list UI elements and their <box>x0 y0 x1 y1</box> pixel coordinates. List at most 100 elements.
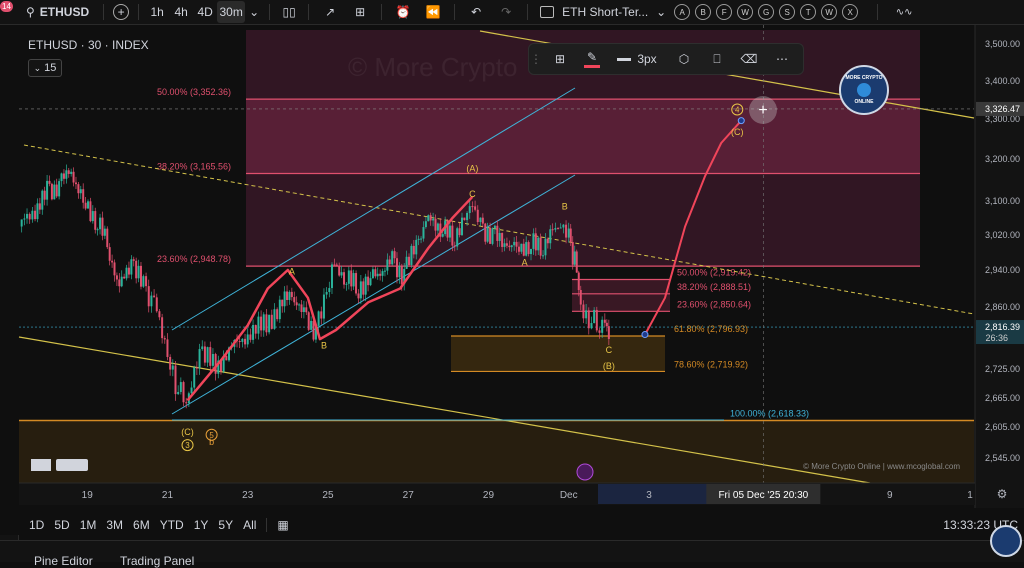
candle-body <box>489 228 492 244</box>
templates-button[interactable]: ⊞ <box>543 44 577 74</box>
quick-button[interactable]: B <box>695 4 712 20</box>
watermark: © More Crypto <box>348 52 518 82</box>
add-symbol-button[interactable]: + <box>110 1 132 23</box>
pine-editor-tab[interactable]: Pine Editor <box>34 554 93 568</box>
settings-button[interactable]: ⬡ <box>667 44 701 74</box>
quick-button[interactable]: W <box>821 4 838 20</box>
fib-label: 38.20% (3,165.56) <box>157 161 231 171</box>
logo-globe-icon <box>857 83 871 97</box>
candle-body <box>174 365 177 395</box>
range-5y[interactable]: 5Y <box>218 518 234 532</box>
grid-icon: ⊞ <box>355 5 366 19</box>
candle-body <box>567 228 570 238</box>
trend-tools-button[interactable]: ∿∿ <box>884 1 924 23</box>
candle-body <box>400 265 403 285</box>
candle-body <box>468 206 471 213</box>
interval-4d[interactable]: 4D <box>193 1 217 23</box>
quick-buttons: A B F W G S T W X <box>668 1 863 23</box>
quick-button[interactable]: F <box>716 4 733 20</box>
layout-name-button[interactable]: ETH Short-Ter... <box>534 1 654 23</box>
candle-body <box>55 184 58 197</box>
price-label-box <box>976 101 1024 116</box>
interval-1h[interactable]: 1h <box>145 1 169 23</box>
menu-area[interactable]: 14 <box>0 1 18 23</box>
candle-body <box>359 281 362 299</box>
symbol-search[interactable]: ⚲ ETHUSD <box>18 1 97 23</box>
range-ytd[interactable]: YTD <box>159 518 184 532</box>
range-5d[interactable]: 5D <box>54 518 70 532</box>
range-bar: 1D 5D 1M 3M 6M YTD 1Y 5Y All ▦ 13:33:23 … <box>19 512 1024 538</box>
candle-body <box>388 259 391 265</box>
candle-body <box>391 251 394 265</box>
candle-body <box>562 224 565 228</box>
candle-body <box>544 238 547 256</box>
candle-body <box>293 297 296 303</box>
footer-credit: © More Crypto Online | www.mcoglobal.com <box>803 462 960 471</box>
candle-body <box>539 237 542 256</box>
candle-body <box>214 353 217 374</box>
candle-body <box>364 276 367 295</box>
redo-button[interactable]: ↷ <box>491 1 521 23</box>
range-3m[interactable]: 3M <box>106 518 124 532</box>
candle-body <box>530 248 533 255</box>
lock-button[interactable]: ⎕ <box>701 44 733 74</box>
interval-30m[interactable]: 30m <box>217 1 246 23</box>
range-6m[interactable]: 6M <box>133 518 150 532</box>
candle-body <box>542 255 545 257</box>
interval-4h[interactable]: 4h <box>169 1 193 23</box>
candle-body <box>142 276 145 287</box>
chart-type-button[interactable]: ▯▯ <box>276 1 302 23</box>
range-1y[interactable]: 1Y <box>193 518 209 532</box>
candle-body <box>381 271 384 276</box>
divider <box>269 4 271 20</box>
candle-body <box>166 339 169 357</box>
candle-body <box>120 276 123 287</box>
candle-body <box>70 171 73 174</box>
calendar-icon[interactable]: ▦ <box>277 518 289 532</box>
candle-body <box>474 206 477 210</box>
quick-button[interactable]: W <box>737 4 754 20</box>
range-1d[interactable]: 1D <box>29 518 45 532</box>
assistant-avatar[interactable] <box>990 525 1022 557</box>
candle-body <box>476 209 479 222</box>
candle-body <box>335 264 338 267</box>
event-marker <box>576 463 594 481</box>
trading-panel-tab[interactable]: Trading Panel <box>120 554 195 568</box>
candle-body <box>590 323 593 329</box>
candle-body <box>398 265 401 278</box>
interval-dropdown[interactable]: ⌄ <box>245 1 263 23</box>
quick-button[interactable]: S <box>779 4 796 20</box>
quick-button[interactable]: G <box>758 4 775 20</box>
wave-label: C <box>469 189 476 199</box>
alert-button[interactable]: ⏰ <box>388 1 418 23</box>
replay-button[interactable]: ⏪ <box>418 1 448 23</box>
quick-button[interactable]: T <box>800 4 817 20</box>
candle-body <box>603 319 606 323</box>
candle-body <box>46 180 49 200</box>
candle-body <box>537 237 540 251</box>
indicators-button[interactable]: ↗ <box>315 1 345 23</box>
candle-body <box>125 267 128 279</box>
range-1m[interactable]: 1M <box>79 518 97 532</box>
candle-body <box>434 218 437 231</box>
layouts-button[interactable]: ⊞ <box>345 1 375 23</box>
candle-body <box>481 217 484 224</box>
quick-button[interactable]: X <box>842 4 859 20</box>
drag-handle[interactable]: ⋮ <box>530 52 542 66</box>
candle-body <box>520 243 523 252</box>
candle-body <box>448 225 451 238</box>
divider <box>527 4 529 20</box>
candle-body <box>582 304 585 319</box>
time-tick-label: 19 <box>82 490 94 501</box>
candle-body <box>460 217 463 236</box>
line-color-button[interactable]: ✎ <box>577 44 607 74</box>
more-button[interactable]: ⋯ <box>765 44 799 74</box>
range-all[interactable]: All <box>243 518 257 532</box>
undo-button[interactable]: ↶ <box>461 1 491 23</box>
layout-dropdown[interactable]: ⌄ <box>654 1 668 23</box>
indicator-count-toggle[interactable]: ⌄ 15 <box>28 59 62 77</box>
delete-button[interactable]: ⌫ <box>733 44 765 74</box>
line-width-button[interactable]: 3px <box>607 44 667 74</box>
candle-body <box>84 202 87 209</box>
quick-button[interactable]: A <box>674 4 691 20</box>
